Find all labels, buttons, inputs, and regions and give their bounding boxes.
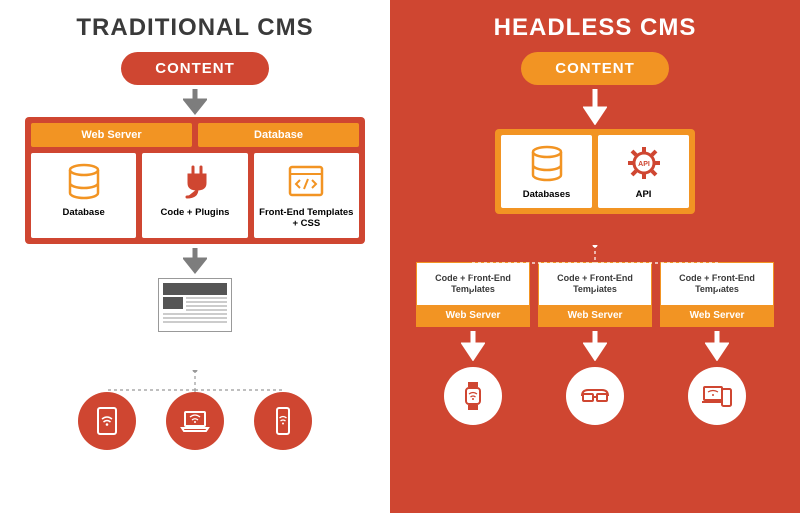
cell-code: Code + Plugins — [142, 153, 247, 238]
headless-title: HEADLESS CMS — [494, 14, 697, 42]
content-pill-right: CONTENT — [521, 52, 669, 85]
webserver-box: Code + Front-End Templates Web Server — [660, 262, 774, 327]
webserver-box: Code + Front-End Templates Web Server — [538, 262, 652, 327]
device-row-right — [444, 367, 746, 425]
smartwatch-icon — [444, 367, 502, 425]
traditional-panel: TRADITIONAL CMS CONTENT Web Server Datab… — [0, 0, 390, 513]
cell-api: API API — [598, 135, 689, 208]
webserver-row: Code + Front-End Templates Web Server Co… — [416, 262, 774, 327]
arrow-icon — [183, 248, 207, 274]
cell-database: Database — [31, 153, 136, 238]
db-api-box: Databases API API — [495, 129, 695, 214]
svg-text:API: API — [638, 161, 650, 168]
rendered-page-icon — [158, 278, 232, 332]
arrow-icon — [705, 331, 729, 361]
arrow-icon — [461, 331, 485, 361]
laptop-icon — [166, 392, 224, 450]
plugin-icon — [175, 161, 215, 201]
database-icon — [527, 143, 567, 183]
api-gear-icon: API — [624, 143, 664, 183]
header-database: Database — [198, 123, 359, 147]
traditional-title: TRADITIONAL CMS — [76, 14, 313, 42]
arrow-icon — [183, 89, 207, 115]
content-pill-left: CONTENT — [121, 52, 269, 85]
cell-frontend: Front-End Templates + CSS — [254, 153, 359, 238]
cell-databases: Databases — [501, 135, 592, 208]
arrow-icon — [583, 89, 607, 125]
arrow-row — [461, 331, 729, 361]
smartglasses-icon — [566, 367, 624, 425]
code-icon — [286, 161, 326, 201]
header-webserver: Web Server — [31, 123, 192, 147]
phone-icon — [254, 392, 312, 450]
webserver-box: Code + Front-End Templates Web Server — [416, 262, 530, 327]
headless-panel: HEADLESS CMS CONTENT Databases API API C… — [390, 0, 800, 513]
database-icon — [64, 161, 104, 201]
devices-icon — [688, 367, 746, 425]
tablet-icon — [78, 392, 136, 450]
server-box-left: Web Server Database Database Code + Plug… — [25, 117, 365, 244]
arrow-icon — [583, 331, 607, 361]
device-row-left — [78, 392, 312, 450]
